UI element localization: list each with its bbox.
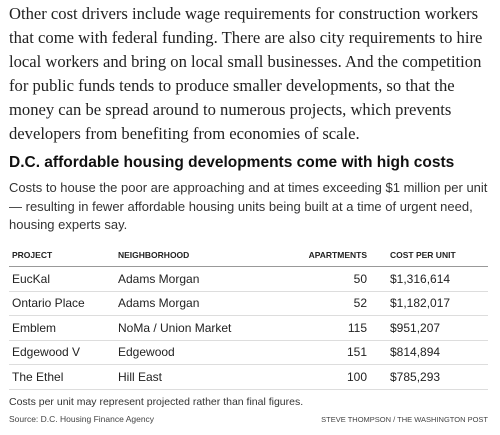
header-row: PROJECT NEIGHBORHOOD APARTMENTS COST PER UN…: [9, 244, 488, 267]
table-row: The Ethel Hill East 100 $785,293: [9, 364, 488, 390]
body-paragraph: Other cost drivers include wage requirem…: [9, 4, 483, 143]
table-row: Ontario Place Adams Morgan 52 $1,182,017: [9, 291, 488, 316]
graphic-subtitle: Costs to house the poor are approaching …: [9, 180, 488, 232]
column-header: NEIGHBORHOOD: [115, 244, 275, 267]
column-header: COST PER UNIT: [387, 244, 488, 267]
graphic-title: D.C. affordable housing developments com…: [9, 154, 455, 171]
table-row: Emblem NoMa / Union Market 115 $951,207: [9, 315, 488, 341]
table-cell: Hill East: [115, 364, 275, 390]
table-cell: NoMa / Union Market: [115, 315, 275, 341]
table-cell: Edgewood: [115, 340, 275, 365]
table-cell: Emblem: [9, 315, 115, 341]
table-cell: $814,894: [387, 340, 488, 365]
table-cell: 100: [275, 364, 387, 390]
table-row: EucKal Adams Morgan 50 $1,316,614: [9, 266, 488, 292]
table-cell: The Ethel: [9, 364, 115, 390]
table-row: Edgewood V Edgewood 151 $814,894: [9, 340, 488, 365]
table-cell: $951,207: [387, 315, 488, 341]
note: Costs per unit may represent projected r…: [9, 396, 304, 408]
table-cell: Edgewood V: [9, 340, 115, 365]
column-header: PROJECT: [9, 244, 115, 267]
source: Source: D.C. Housing Finance Agency: [9, 414, 155, 424]
table-cell: $785,293: [387, 364, 488, 390]
table-cell: Ontario Place: [9, 291, 115, 316]
credit: STEVE THOMPSON / THE WASHINGTON POST: [321, 415, 488, 424]
table-cell: EucKal: [9, 266, 115, 292]
table-cell: $1,316,614: [387, 266, 488, 292]
data-table: PROJECT NEIGHBORHOOD APARTMENTS COST PER UN…: [9, 244, 488, 390]
table-cell: 52: [275, 291, 387, 316]
table-cell: $1,182,017: [387, 291, 488, 316]
table-cell: 151: [275, 340, 387, 365]
column-header: APARTMENTS: [275, 244, 387, 267]
table-cell: Adams Morgan: [115, 266, 275, 292]
table-cell: Adams Morgan: [115, 291, 275, 316]
table-cell: 50: [275, 266, 387, 292]
table-body: EucKal Adams Morgan 50 $1,316,614 Ontario Pl…: [9, 266, 488, 390]
table-cell: 115: [275, 315, 387, 341]
